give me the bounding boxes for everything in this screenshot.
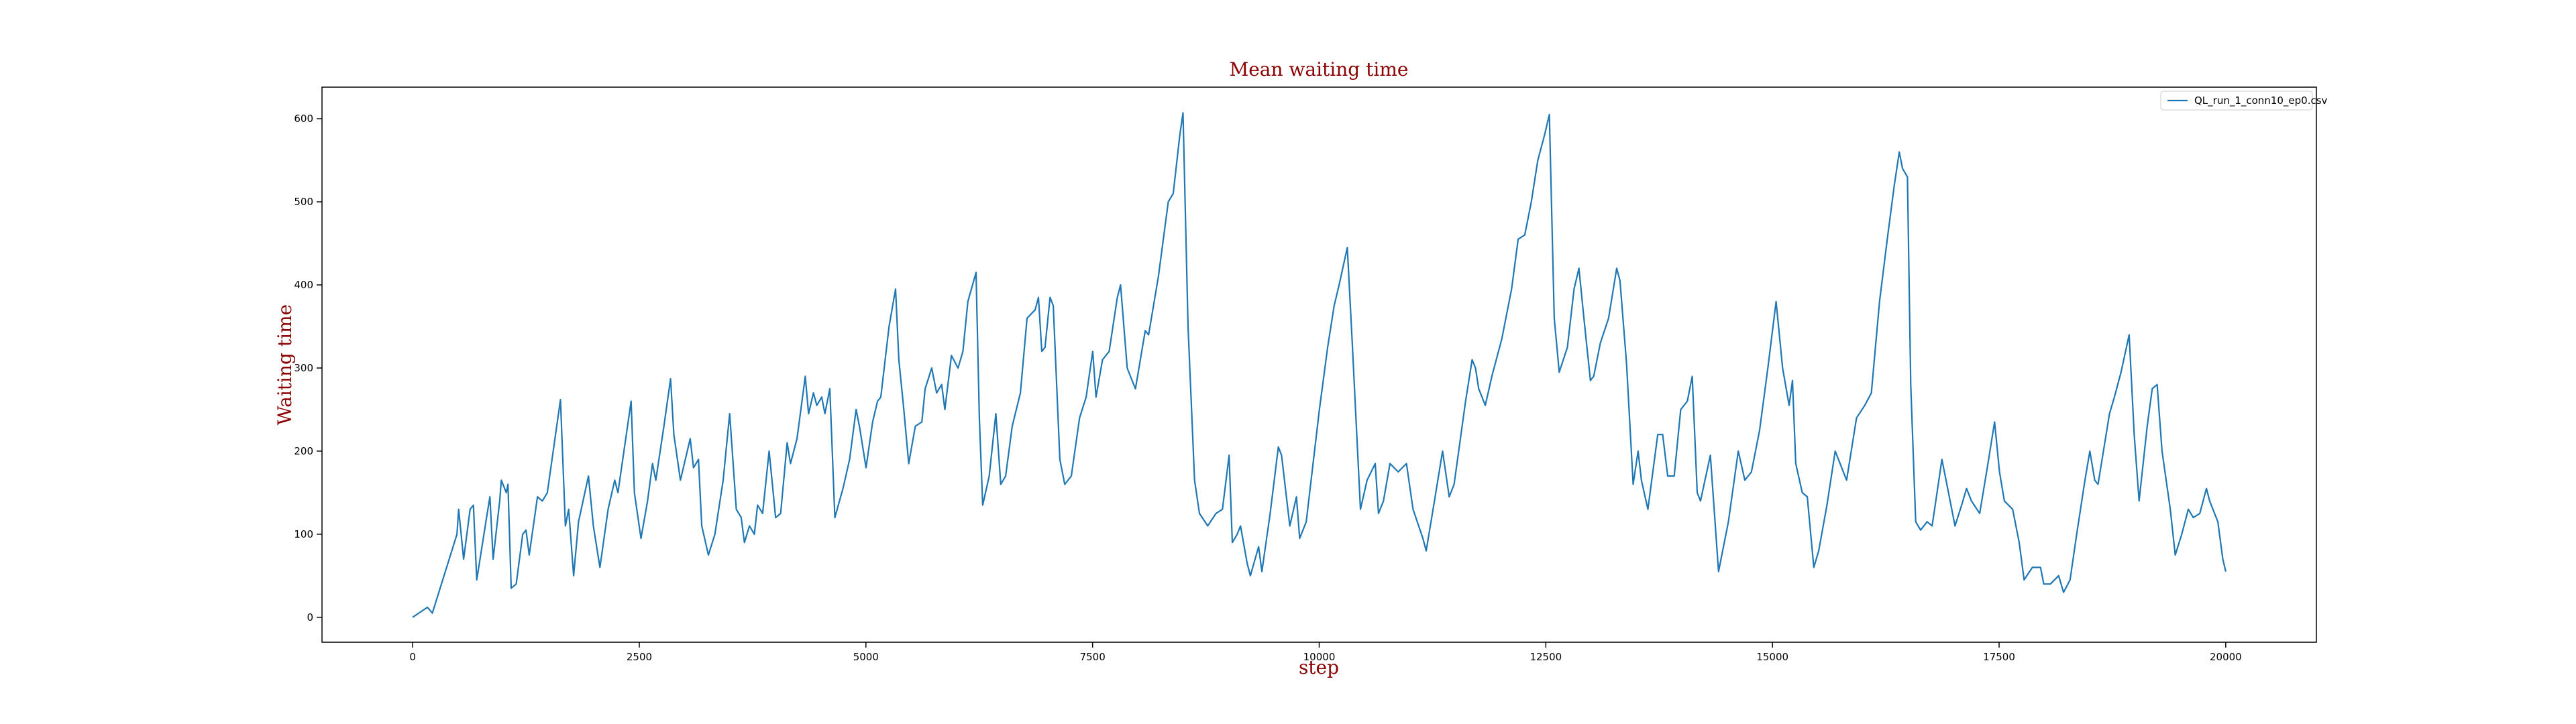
x-axis-label: step bbox=[1299, 656, 1339, 678]
x-tick-label: 12500 bbox=[1529, 651, 1562, 663]
y-tick-label: 0 bbox=[307, 611, 313, 623]
x-tick-label: 15000 bbox=[1756, 651, 1788, 663]
x-tick-label: 5000 bbox=[853, 651, 879, 663]
plot-frame bbox=[321, 86, 2317, 643]
legend-box bbox=[2160, 90, 2313, 111]
y-tick-label: 100 bbox=[294, 528, 313, 540]
y-tick-label: 500 bbox=[294, 196, 313, 208]
x-tick-label: 2500 bbox=[627, 651, 652, 663]
legend-label: QL_run_1_conn10_ep0.csv bbox=[2194, 95, 2328, 107]
y-tick-label: 400 bbox=[294, 279, 313, 291]
x-tick-label: 17500 bbox=[1983, 651, 2015, 663]
y-tick-label: 200 bbox=[294, 445, 313, 457]
x-tick-label: 0 bbox=[409, 651, 416, 663]
x-tick-label: 20000 bbox=[2210, 651, 2242, 663]
x-tick-label: 7500 bbox=[1080, 651, 1106, 663]
x-tick-label: 10000 bbox=[1303, 651, 1336, 663]
data-line bbox=[412, 112, 2226, 618]
y-tick-label: 300 bbox=[294, 362, 313, 374]
y-tick-label: 600 bbox=[294, 113, 313, 125]
chart-title: Mean waiting time bbox=[1230, 58, 1409, 80]
y-axis-label: Waiting time bbox=[274, 304, 296, 425]
